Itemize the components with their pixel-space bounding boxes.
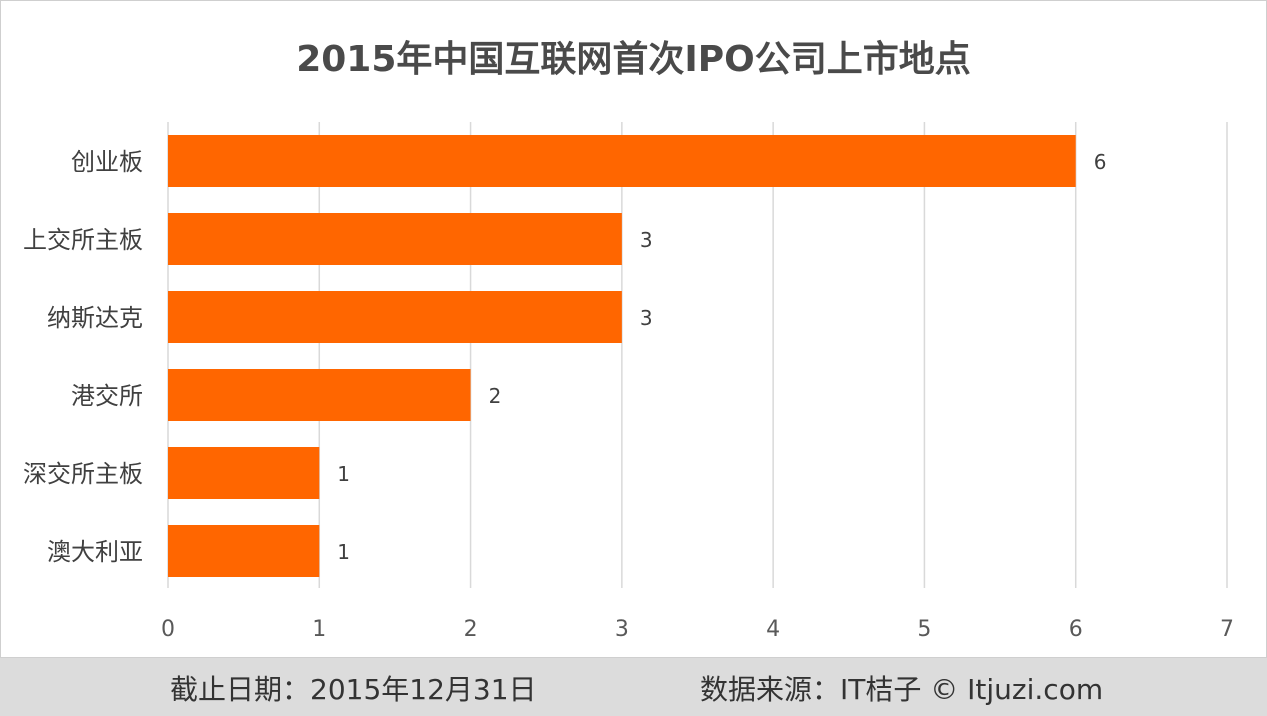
data-label: 3 [640,228,653,252]
bar-0 [168,135,1076,187]
data-label: 6 [1094,150,1107,174]
bar-3 [168,369,471,421]
data-label: 2 [489,384,502,408]
bar-5 [168,525,320,577]
x-tick-label: 5 [917,617,931,642]
category-label: 上交所主板 [23,226,143,254]
chart-title: 2015年中国互联网首次IPO公司上市地点 [296,39,971,80]
data-source-note: 数据来源：IT桔子 © Itjuzi.com [700,673,1104,706]
category-label: 澳大利亚 [47,538,143,566]
bar-2 [168,291,622,343]
data-label: 1 [337,462,350,486]
bar-chart: 0 1 2 3 4 5 6 7 创业板 6 上交所主板 3 纳斯达克 3 港交所 2 深交所主板 1 澳大利亚 1 [23,122,1234,642]
x-tick-label: 0 [161,617,175,642]
data-label: 3 [640,306,653,330]
cutoff-date-note: 截止日期：2015年12月31日 [170,673,537,706]
gridlines [167,122,1228,588]
labels: 0 1 2 3 4 5 6 7 创业板 6 上交所主板 3 纳斯达克 3 港交所 2 深交所主板 1 澳大利亚 1 [23,148,1234,642]
category-label: 纳斯达克 [47,304,143,332]
category-label: 港交所 [71,382,143,410]
data-label: 1 [337,540,350,564]
x-tick-label: 4 [766,617,780,642]
x-tick-label: 7 [1220,617,1234,642]
category-label: 创业板 [71,148,143,176]
bar-1 [168,213,622,265]
x-tick-label: 3 [615,617,629,642]
x-tick-label: 2 [464,617,478,642]
footer-bar: 截止日期：2015年12月31日 数据来源：IT桔子 © Itjuzi.com [0,658,1267,716]
category-label: 深交所主板 [23,460,143,488]
bars [168,135,1076,577]
x-tick-label: 1 [312,617,326,642]
bar-4 [168,447,320,499]
x-tick-label: 6 [1069,617,1083,642]
